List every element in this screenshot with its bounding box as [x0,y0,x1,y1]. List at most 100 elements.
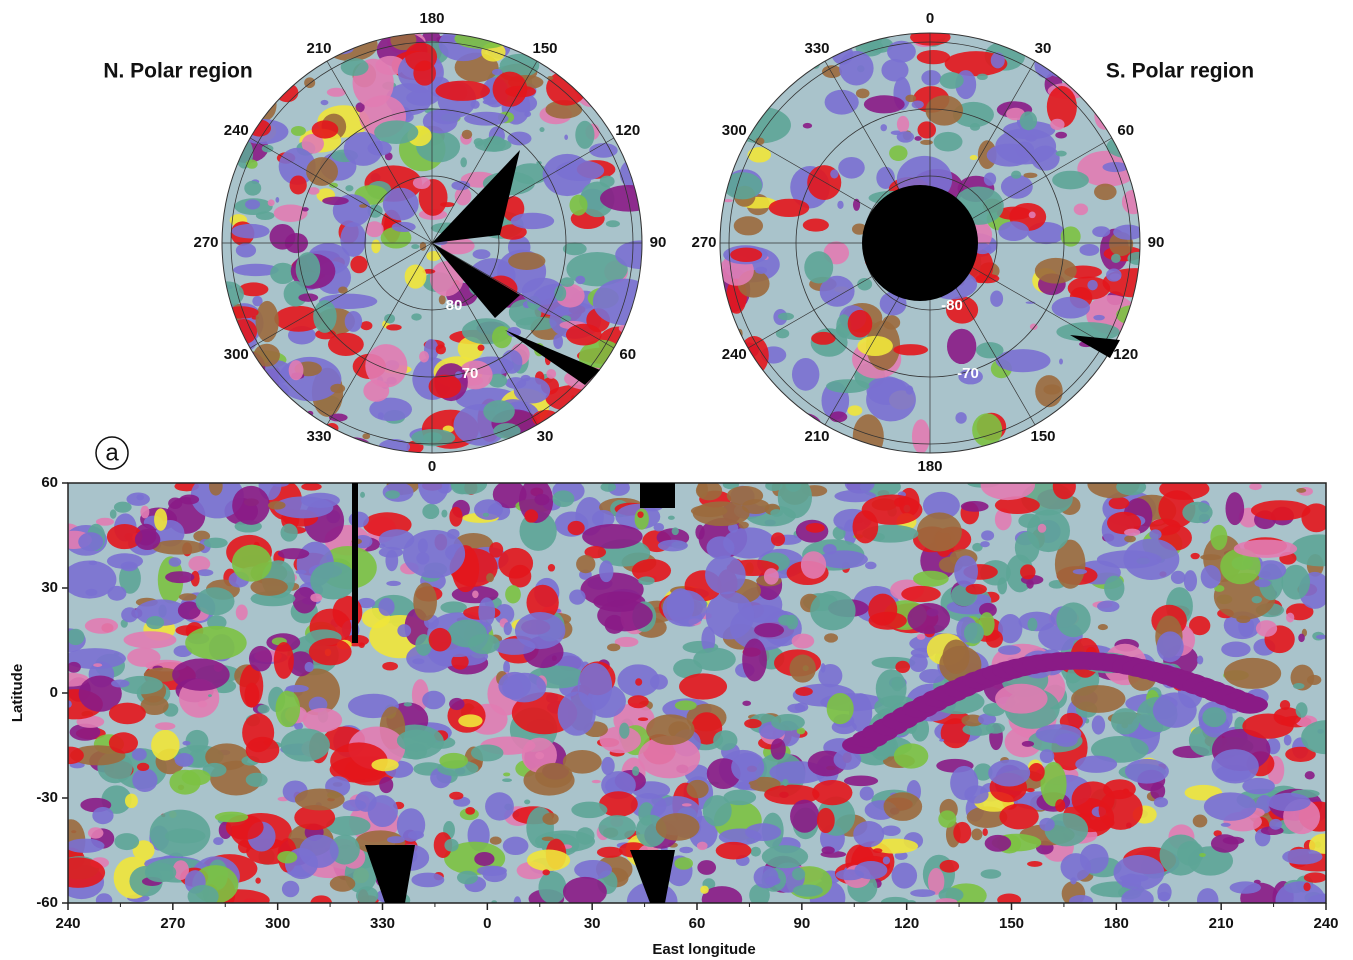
geologic-unit [882,315,900,329]
longitude-label: 90 [650,234,667,251]
geologic-unit [1159,478,1209,500]
geologic-unit [738,372,763,388]
geologic-unit [137,763,149,771]
geologic-unit [230,319,257,344]
geologic-unit [515,612,565,649]
geologic-unit [1106,268,1122,281]
geologic-unit [830,169,838,178]
geologic-unit [803,219,829,232]
geologic-unit [244,683,259,708]
geologic-unit [179,593,197,600]
x-axis-label: East longitude [652,941,755,958]
geologic-unit [563,242,587,255]
geologic-unit [1282,849,1322,865]
geologic-unit [880,124,887,131]
geologic-unit [330,876,356,892]
geologic-unit [486,573,494,582]
geologic-unit [397,624,411,637]
geologic-unit [999,444,1011,455]
geologic-unit [716,842,752,860]
geologic-unit [939,739,944,742]
geologic-unit [754,623,784,637]
geologic-unit [844,776,878,787]
geologic-unit [921,70,941,86]
geologic-unit [534,494,549,505]
geologic-unit [771,532,785,546]
geologic-unit [472,590,479,598]
geologic-unit [1157,631,1184,662]
y-tick-label: -30 [36,789,58,806]
geologic-unit [354,36,363,46]
geologic-unit [1305,771,1315,779]
geologic-unit [114,833,139,850]
geologic-unit [591,427,639,462]
geologic-unit [548,564,555,572]
geologic-unit [301,483,321,491]
geologic-unit [606,220,620,227]
geologic-unit [552,655,557,660]
geologic-unit [66,839,105,853]
geologic-unit [209,476,223,495]
longitude-label: 240 [722,346,747,363]
geologic-unit [912,100,924,108]
geologic-unit [236,111,245,117]
geologic-unit [1201,565,1221,589]
geologic-unit [1094,184,1117,201]
geologic-unit [1158,892,1171,902]
geologic-unit [582,524,643,549]
geologic-unit [564,135,568,140]
geologic-unit [175,753,194,767]
geologic-unit [145,863,176,882]
geologic-unit [268,501,286,510]
geologic-unit [1269,819,1282,830]
x-tick-label: 30 [584,915,601,932]
geologic-unit [646,714,694,745]
geologic-unit [1125,759,1169,784]
longitude-label: 180 [917,458,942,475]
geologic-unit [132,768,157,792]
geologic-unit [693,501,750,526]
geologic-unit [1124,535,1136,542]
geologic-unit [275,691,300,728]
geologic-unit [632,766,639,776]
geologic-unit [260,435,281,449]
geologic-unit [637,511,643,518]
geologic-unit [387,836,405,843]
latitude-label: -70 [957,365,979,382]
geologic-unit [1116,479,1146,496]
geologic-unit [856,21,883,51]
longitude-label: 300 [722,122,747,139]
geologic-unit [386,581,401,586]
x-tick-label: 330 [370,915,395,932]
geologic-unit [1251,500,1310,520]
geologic-unit [801,551,826,579]
geologic-unit [1100,375,1136,393]
geologic-unit [152,540,204,555]
x-tick-label: 240 [55,915,80,932]
geologic-unit [282,881,299,897]
geologic-unit [1212,749,1259,783]
geologic-unit [218,384,230,391]
geologic-unit [503,772,510,776]
geologic-unit [1040,749,1055,763]
geologic-unit [345,185,353,191]
geologic-unit [542,869,550,875]
geologic-unit [999,804,1038,830]
geologic-unit [574,860,612,880]
geologic-unit [779,441,800,453]
geologic-unit [827,693,854,724]
geologic-unit [936,898,958,905]
longitude-label: 60 [1117,122,1134,139]
geologic-unit [1123,539,1179,580]
geologic-unit [1056,602,1090,637]
geologic-unit [724,107,745,118]
geologic-unit [232,224,270,239]
geologic-unit [897,131,914,142]
geologic-unit [274,204,308,221]
geologic-unit [281,728,330,761]
geologic-unit [182,741,190,746]
geologic-unit [221,369,263,393]
geologic-unit [295,570,306,574]
geologic-unit [1114,855,1165,890]
geologic-unit [1296,488,1306,493]
